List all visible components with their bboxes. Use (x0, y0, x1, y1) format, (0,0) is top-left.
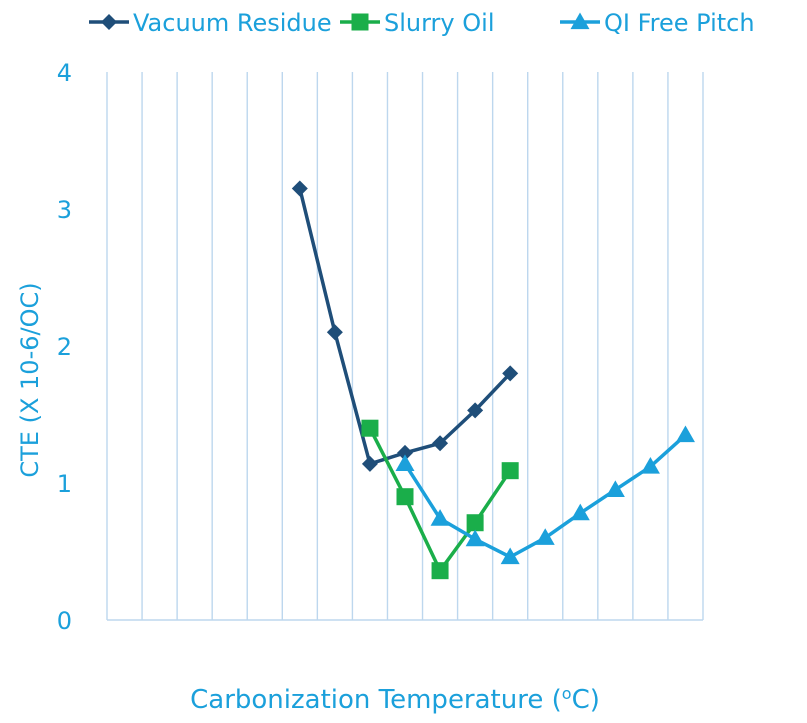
y-tick-label: 3 (57, 196, 72, 224)
x-axis-title-superscript: o (562, 684, 572, 703)
y-tick-label: 1 (57, 470, 72, 498)
x-axis-title-main: Carbonization Temperature ( (190, 685, 562, 715)
data-point-qi-free-pitch (535, 528, 555, 545)
legend-item-vacuum-residue: Vacuum Residue (89, 9, 332, 37)
axes: 0 1 2 3 4 (57, 59, 703, 635)
data-point-qi-free-pitch (395, 454, 415, 471)
y-tick-label: 0 (57, 607, 72, 635)
data-point-qi-free-pitch (570, 503, 590, 521)
series-qi-free-pitch (395, 425, 695, 565)
axis-labels: CTE (X 10-6/OC) Carbonization Temperatur… (16, 282, 600, 715)
series-layer (291, 180, 695, 580)
data-point-qi-free-pitch (430, 509, 450, 526)
y-tick-label: 2 (57, 333, 72, 361)
data-point-vacuum-residue (397, 444, 413, 461)
data-point-slurry-oil (431, 562, 449, 580)
data-point-slurry-oil (466, 514, 484, 532)
data-point-slurry-oil (501, 462, 519, 480)
legend-item-qi-free-pitch: QI Free Pitch (560, 9, 755, 37)
legend: Vacuum Residue Slurry Oil QI Free Pitch (89, 9, 755, 37)
data-point-qi-free-pitch (640, 457, 660, 474)
series-vacuum-residue (291, 180, 519, 472)
y-tick-label: 4 (57, 59, 72, 87)
legend-item-slurry-oil: Slurry Oil (340, 9, 494, 37)
data-point-vacuum-residue (502, 365, 519, 382)
legend-marker (101, 14, 117, 30)
series-line-vacuum-residue (298, 188, 512, 466)
y-axis-title: CTE (X 10-6/OC) (16, 282, 44, 477)
data-point-qi-free-pitch (465, 529, 485, 547)
data-point-qi-free-pitch (675, 425, 695, 443)
data-point-slurry-oil (396, 488, 414, 506)
data-point-vacuum-residue (361, 455, 378, 472)
grid (106, 72, 704, 620)
data-point-vacuum-residue (467, 402, 484, 419)
data-point-qi-free-pitch (500, 547, 520, 565)
legend-marker (351, 13, 369, 31)
legend-label: QI Free Pitch (604, 9, 755, 37)
data-point-qi-free-pitch (605, 480, 625, 497)
data-point-slurry-oil (361, 419, 379, 437)
data-point-vacuum-residue (291, 180, 308, 197)
legend-label: Slurry Oil (384, 9, 494, 37)
legend-marker (570, 12, 590, 30)
series-slurry-oil (361, 419, 519, 580)
x-axis-title-end: C) (572, 685, 600, 715)
legend-label: Vacuum Residue (133, 9, 332, 37)
x-axis-title: Carbonization Temperature (oC) (190, 684, 600, 715)
data-point-vacuum-residue (326, 324, 343, 341)
data-point-vacuum-residue (432, 435, 449, 452)
